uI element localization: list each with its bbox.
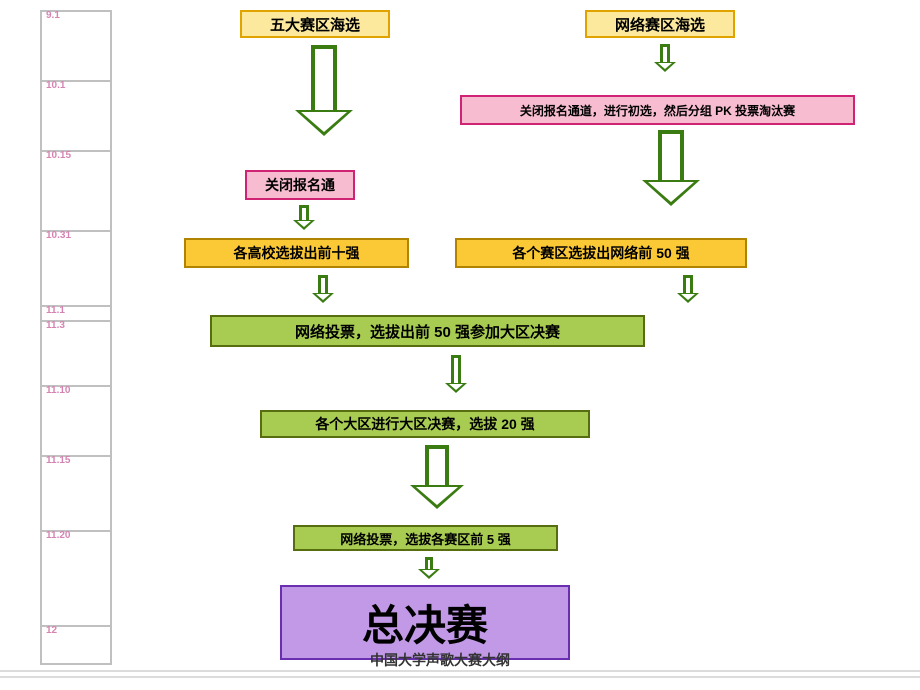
divider bbox=[0, 670, 920, 672]
flow-box-b10: 总决赛 bbox=[280, 585, 570, 660]
flow-box-b2: 网络赛区海选 bbox=[585, 10, 735, 38]
arrow-down-small-icon bbox=[293, 205, 315, 230]
footer-caption: 中国大学声歌大赛大纲 bbox=[370, 650, 510, 670]
timeline-column: 9.1 10.1 10.15 10.31 11.1 11.3 11.10 11.15 11.20… bbox=[40, 10, 112, 665]
timeline-date-label: 11.1 bbox=[46, 305, 65, 316]
flow-box-b7: 网络投票，选拔出前 50 强参加大区决赛 bbox=[210, 315, 645, 347]
timeline-row: 9.1 bbox=[42, 12, 110, 82]
arrow-down-small-icon bbox=[312, 275, 334, 303]
flow-box-b8: 各个大区进行大区决赛，选拔 20 强 bbox=[260, 410, 590, 438]
arrow-down-icon bbox=[642, 130, 700, 206]
timeline-date-label: 11.20 bbox=[46, 530, 70, 541]
divider bbox=[0, 676, 920, 678]
timeline-row: 10.15 bbox=[42, 152, 110, 232]
timeline-row: 11.10 bbox=[42, 387, 110, 457]
timeline-date-label: 10.31 bbox=[46, 230, 71, 241]
timeline-row: 11.15 bbox=[42, 457, 110, 532]
arrow-down-icon bbox=[295, 45, 353, 136]
timeline-date-label: 10.1 bbox=[46, 80, 65, 91]
flow-box-b6: 各个赛区选拔出网络前 50 强 bbox=[455, 238, 747, 268]
arrow-down-small-icon bbox=[677, 275, 699, 303]
flowchart-area: 五大赛区海选 网络赛区海选关闭报名通道，进行初选，然后分组 PK 投票淘汰赛关闭报… bbox=[115, 0, 920, 690]
timeline-row: 12 bbox=[42, 627, 110, 665]
flow-box-b5: 各高校选拔出前十强 bbox=[184, 238, 409, 268]
arrow-down-small-icon bbox=[654, 44, 676, 72]
timeline-date-label: 9.1 bbox=[46, 10, 60, 21]
timeline-row: 10.1 bbox=[42, 82, 110, 152]
timeline-date-label: 11.10 bbox=[46, 385, 70, 396]
timeline-date-label: 11.15 bbox=[46, 455, 70, 466]
timeline-row: 11.20 bbox=[42, 532, 110, 627]
timeline-date-label: 11.3 bbox=[46, 320, 65, 331]
flow-box-b4: 关闭报名通 bbox=[245, 170, 355, 200]
flow-box-b9: 网络投票，选拔各赛区前 5 强 bbox=[293, 525, 558, 551]
arrow-down-small-icon bbox=[418, 557, 440, 579]
timeline-date-label: 12 bbox=[46, 625, 57, 636]
flow-box-b1: 五大赛区海选 bbox=[240, 10, 390, 38]
arrow-down-small-icon bbox=[445, 355, 467, 393]
flow-box-b3: 关闭报名通道，进行初选，然后分组 PK 投票淘汰赛 bbox=[460, 95, 855, 125]
timeline-row: 10.31 bbox=[42, 232, 110, 307]
timeline-row: 11.3 bbox=[42, 322, 110, 387]
timeline-date-label: 10.15 bbox=[46, 150, 71, 161]
arrow-down-icon bbox=[410, 445, 464, 509]
